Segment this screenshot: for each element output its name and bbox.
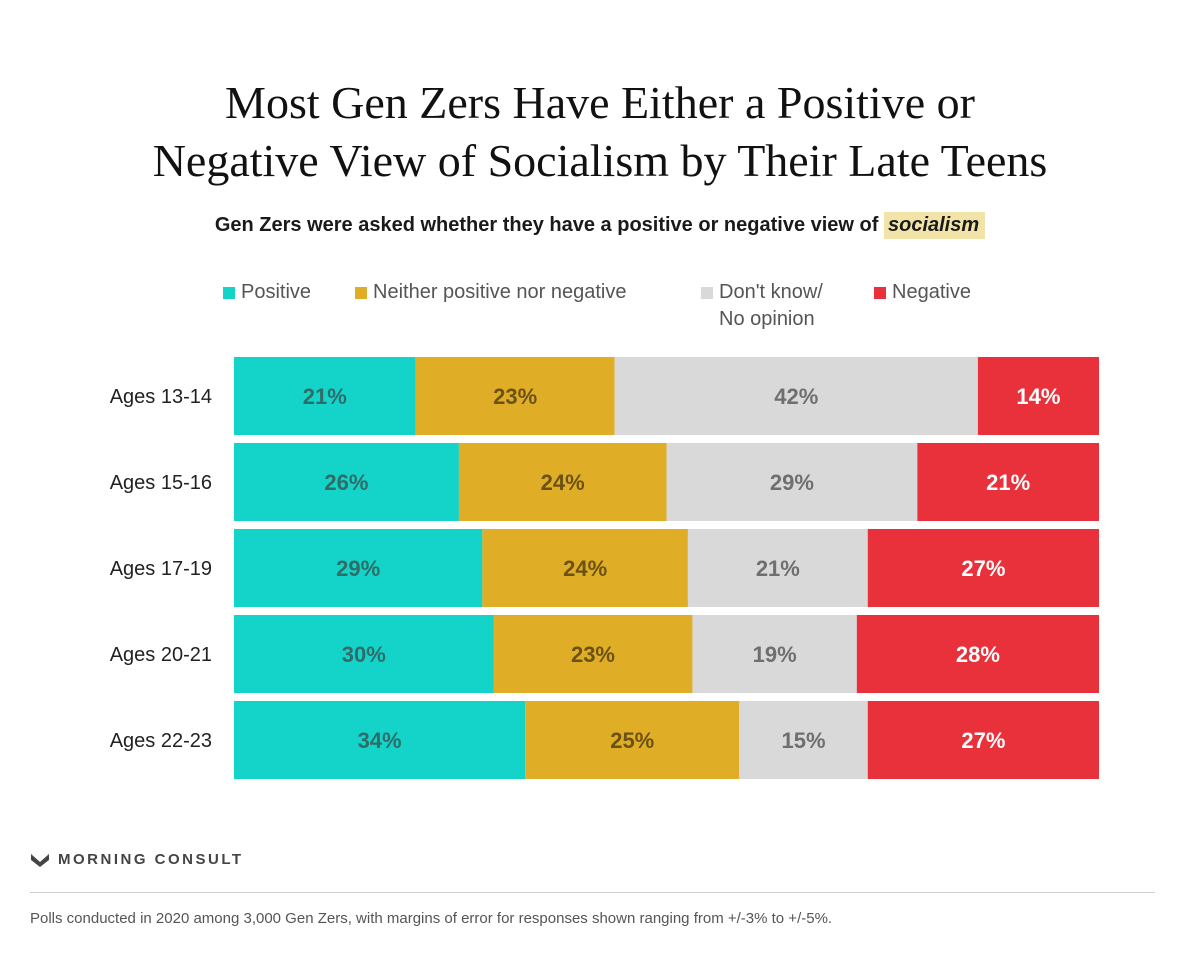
footer-divider: [30, 892, 1155, 893]
data-label-dont-know: 21%: [756, 556, 800, 581]
legend-label-dont-know-line-2: No opinion: [719, 308, 815, 330]
category-label: Ages 22-23: [110, 730, 212, 752]
data-label-dont-know: 15%: [782, 728, 826, 753]
legend-swatch-positive: [223, 287, 235, 299]
subtitle-text: Gen Zers were asked whether they have a …: [214, 214, 879, 236]
bar-segment-negative: [856, 615, 1099, 693]
stacked-bar-chart: Ages 13-14 21% 23% 42% 14% Ages 15-16 26% 24% 29…: [110, 357, 1099, 779]
data-label-positive: 34%: [358, 728, 402, 753]
data-label-negative: 27%: [961, 728, 1005, 753]
bar-segment-positive: [234, 443, 459, 521]
bar-segment-dont-know: [687, 529, 868, 607]
legend-item-negative: Negative: [874, 279, 971, 306]
bar-segment-neither: [493, 615, 693, 693]
data-label-neither: 24%: [541, 470, 585, 495]
bar-segment-dont-know: [666, 443, 918, 521]
legend-item-dont-know: Don't know/ No opinion: [701, 279, 823, 333]
bar-segment-negative: [977, 357, 1099, 435]
legend-label-neither: Neither positive nor negative: [373, 281, 627, 303]
data-label-negative: 27%: [961, 556, 1005, 581]
bar-segment-negative: [867, 701, 1099, 779]
footnote: Polls conducted in 2020 among 3,000 Gen …: [30, 910, 833, 927]
data-label-neither: 23%: [493, 384, 537, 409]
legend-item-positive: Positive: [223, 279, 311, 306]
category-label: Ages 17-19: [110, 558, 212, 580]
bar-segment-dont-know: [739, 701, 868, 779]
data-label-positive: 26%: [324, 470, 368, 495]
data-label-positive: 30%: [342, 642, 386, 667]
bar-segment-neither: [458, 443, 667, 521]
data-label-negative: 14%: [1016, 384, 1060, 409]
bar-segment-positive: [234, 701, 526, 779]
brand-logo: MORNING CONSULT: [30, 851, 244, 868]
data-label-neither: 24%: [563, 556, 607, 581]
data-label-dont-know: 29%: [770, 470, 814, 495]
bar-segment-dont-know: [692, 615, 857, 693]
bar-segment-positive: [234, 529, 483, 607]
bar-segment-negative: [867, 529, 1099, 607]
bar-segment-dont-know: [614, 357, 978, 435]
category-label: Ages 15-16: [110, 472, 212, 494]
legend-swatch-neither: [355, 287, 367, 299]
data-label-negative: 28%: [956, 642, 1000, 667]
legend-label-negative: Negative: [892, 281, 971, 303]
legend: Positive Neither positive nor negative D…: [0, 279, 1200, 339]
legend-swatch-dont-know: [701, 287, 713, 299]
data-label-negative: 21%: [986, 470, 1030, 495]
chart-subtitle: Gen Zers were asked whether they have a …: [0, 212, 1200, 239]
bar-segment-positive: [234, 357, 416, 435]
bar-segment-neither: [415, 357, 615, 435]
data-label-dont-know: 42%: [774, 384, 818, 409]
legend-swatch-negative: [874, 287, 886, 299]
legend-label-positive: Positive: [241, 281, 312, 303]
legend-label-dont-know-line-1: Don't know/: [719, 281, 823, 303]
bar-segment-neither: [482, 529, 688, 607]
data-label-positive: 29%: [336, 556, 380, 581]
chart-title-line-2: Negative View of Socialism by Their Late…: [152, 135, 1048, 186]
bar-segment-negative: [917, 443, 1099, 521]
legend-item-neither: Neither positive nor negative: [355, 279, 626, 306]
bar-segment-neither: [525, 701, 740, 779]
morning-consult-logo-icon: [31, 853, 49, 867]
category-label: Ages 13-14: [110, 386, 212, 408]
category-label: Ages 20-21: [110, 644, 212, 666]
data-label-dont-know: 19%: [753, 642, 797, 667]
subtitle-highlight: socialism: [883, 212, 986, 239]
data-label-positive: 21%: [303, 384, 347, 409]
brand-name: MORNING CONSULT: [58, 851, 244, 868]
bar-segment-positive: [234, 615, 494, 693]
data-label-neither: 25%: [610, 728, 654, 753]
chart-title-line-1: Most Gen Zers Have Either a Positive or: [225, 77, 975, 128]
chart-title: Most Gen Zers Have Either a Positive or …: [0, 74, 1200, 190]
data-label-neither: 23%: [571, 642, 615, 667]
